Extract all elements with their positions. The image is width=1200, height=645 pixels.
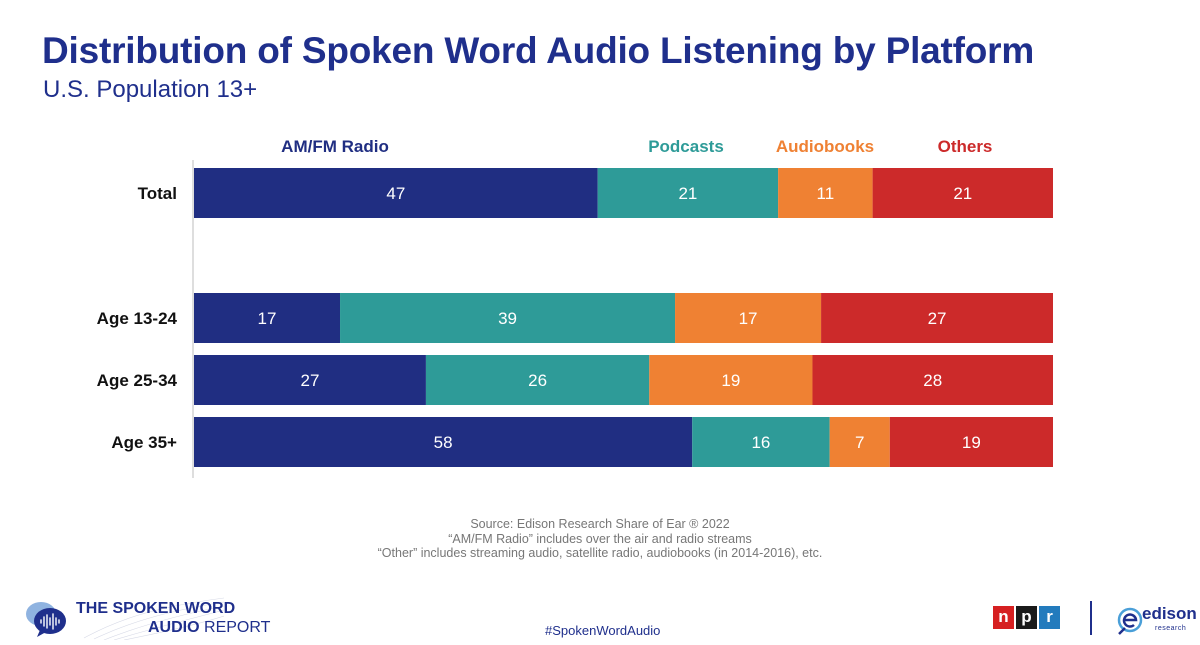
npr-logo: n p r [993, 606, 1060, 629]
bar-segment [889, 417, 1053, 467]
bar-segment [778, 168, 873, 218]
source-line: “Other” includes streaming audio, satell… [377, 546, 823, 560]
legend-label: AM/FM Radio [281, 137, 389, 156]
bar-segment [340, 293, 676, 343]
chat-bubble-soundwave-icon [26, 597, 224, 640]
bar-segment [194, 355, 426, 405]
bar-segment [194, 417, 693, 467]
data-label: 47 [386, 184, 405, 203]
bar-segment [692, 417, 830, 467]
data-label: 39 [498, 309, 517, 328]
source-line: “AM/FM Radio” includes over the air and … [448, 531, 752, 546]
hashtag: #SpokenWordAudio [545, 623, 661, 638]
brand-name-line2: AUDIO REPORT [148, 619, 271, 636]
edison-e-logo-icon [1117, 607, 1143, 635]
chart-title: Distribution of Spoken Word Audio Listen… [42, 30, 1035, 71]
category-label: Total [138, 184, 177, 203]
source-line: Source: Edison Research Share of Ear ® 2… [470, 517, 730, 531]
bar-segment [194, 293, 341, 343]
bar-segment [675, 293, 822, 343]
data-label: 19 [962, 433, 981, 452]
stacked-bar-chart: AM/FM Radio Podcasts Audiobooks Others Total… [97, 137, 1053, 478]
npr-letter-n: n [993, 606, 1014, 629]
data-label: 28 [923, 371, 942, 390]
data-label: 27 [928, 309, 947, 328]
bar-segment [812, 355, 1053, 405]
bar-segment [194, 168, 598, 218]
bar-segment [829, 417, 890, 467]
bar-segment [597, 168, 779, 218]
bar-segment [821, 293, 1053, 343]
data-label: 17 [258, 309, 277, 328]
category-label: Age 13-24 [97, 309, 178, 328]
data-label: 21 [953, 184, 972, 203]
data-label: 19 [721, 371, 740, 390]
data-label: 11 [817, 184, 835, 203]
bar-segment [649, 355, 813, 405]
data-label: 16 [751, 433, 770, 452]
legend-label: Others [938, 137, 993, 156]
npr-letter-p: p [1016, 606, 1037, 629]
edison-sub: research [1155, 625, 1187, 632]
data-label: 21 [678, 184, 697, 203]
legend-label: Audiobooks [776, 137, 874, 156]
bar-segment [425, 355, 650, 405]
bar-segment [872, 168, 1053, 218]
brand-name-line1: THE SPOKEN WORD [76, 600, 236, 617]
edison-name: edison [1142, 604, 1197, 623]
data-label: 26 [528, 371, 547, 390]
spoken-word-report-logo: THE SPOKEN WORD AUDIO REPORT [24, 596, 284, 640]
category-label: Age 25-34 [97, 371, 178, 390]
legend-label: Podcasts [648, 137, 724, 156]
chart-subtitle: U.S. Population 13+ [43, 76, 258, 103]
edison-research-logo: edison research [1115, 604, 1197, 638]
data-label: 27 [301, 371, 320, 390]
data-label: 17 [739, 309, 758, 328]
category-label: Age 35+ [111, 433, 177, 452]
data-label: 58 [434, 433, 453, 452]
data-label: 7 [855, 433, 864, 452]
npr-letter-r: r [1039, 606, 1060, 629]
source-note: Source: Edison Research Share of Ear ® 2… [0, 517, 1200, 561]
logo-divider [1090, 601, 1092, 635]
